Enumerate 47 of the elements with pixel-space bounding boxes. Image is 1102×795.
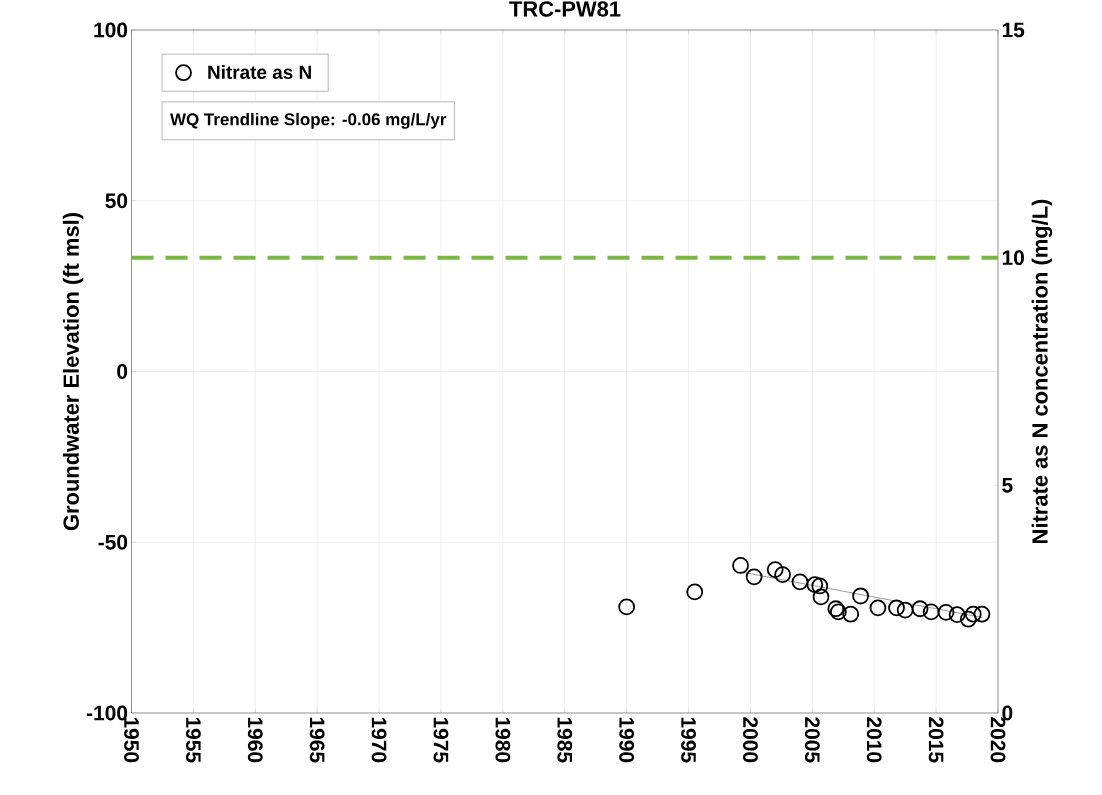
- x-tick-label: 1970: [371, 717, 387, 763]
- point: [852, 587, 870, 605]
- point: [911, 600, 929, 618]
- point: [766, 561, 784, 578]
- point: [812, 588, 830, 606]
- point: [774, 566, 792, 583]
- point: [686, 583, 704, 601]
- x-tick-label: 1980: [495, 717, 511, 763]
- x-tick-label: 1985: [557, 717, 573, 763]
- point: [937, 603, 955, 621]
- y-tick-label: 50: [105, 193, 128, 209]
- y2-tick-label: 5: [1002, 478, 1013, 493]
- x-tick-label: 1965: [309, 717, 325, 763]
- legend-label: Nitrate as N: [208, 65, 311, 79]
- point: [806, 576, 824, 593]
- x-tick-label: 1990: [619, 717, 635, 763]
- x-tick-label: 2015: [928, 717, 944, 763]
- point: [732, 557, 749, 574]
- x-tick-label: 2005: [804, 717, 820, 763]
- y-tick-label: -50: [98, 534, 128, 550]
- point: [811, 577, 829, 595]
- x-tick-label: 2010: [866, 717, 882, 763]
- point: [618, 598, 636, 616]
- y-axis-title: Groundwater Elevation (ft msl): [62, 213, 84, 531]
- x-tick-label: 1960: [247, 717, 263, 763]
- point: [888, 599, 905, 617]
- point: [922, 603, 940, 621]
- x-tick-label: 2000: [743, 717, 758, 763]
- point: [959, 610, 977, 628]
- y2-tick-label: 10: [1002, 250, 1024, 266]
- point: [896, 601, 914, 619]
- point: [869, 599, 887, 617]
- point: [964, 605, 982, 623]
- y-tick-label: 100: [94, 22, 128, 38]
- annotation: WQ Trendline Slope: -0.06 mg/L/yr: [170, 112, 447, 129]
- point: [791, 573, 809, 591]
- x-tick-label: 1995: [681, 717, 696, 763]
- point: [973, 605, 991, 623]
- point: [745, 568, 763, 586]
- y2-tick-label: 15: [1002, 22, 1025, 38]
- point: [842, 605, 860, 623]
- point: [948, 606, 966, 624]
- chart-title: TRC-PW81: [509, 1, 621, 17]
- y2-axis-title: Nitrate as N concentration (mg/L): [1031, 199, 1053, 543]
- x-tick-label: 1975: [433, 717, 449, 763]
- x-tick-label: 1955: [185, 717, 201, 763]
- y-tick-label: 0: [117, 364, 128, 379]
